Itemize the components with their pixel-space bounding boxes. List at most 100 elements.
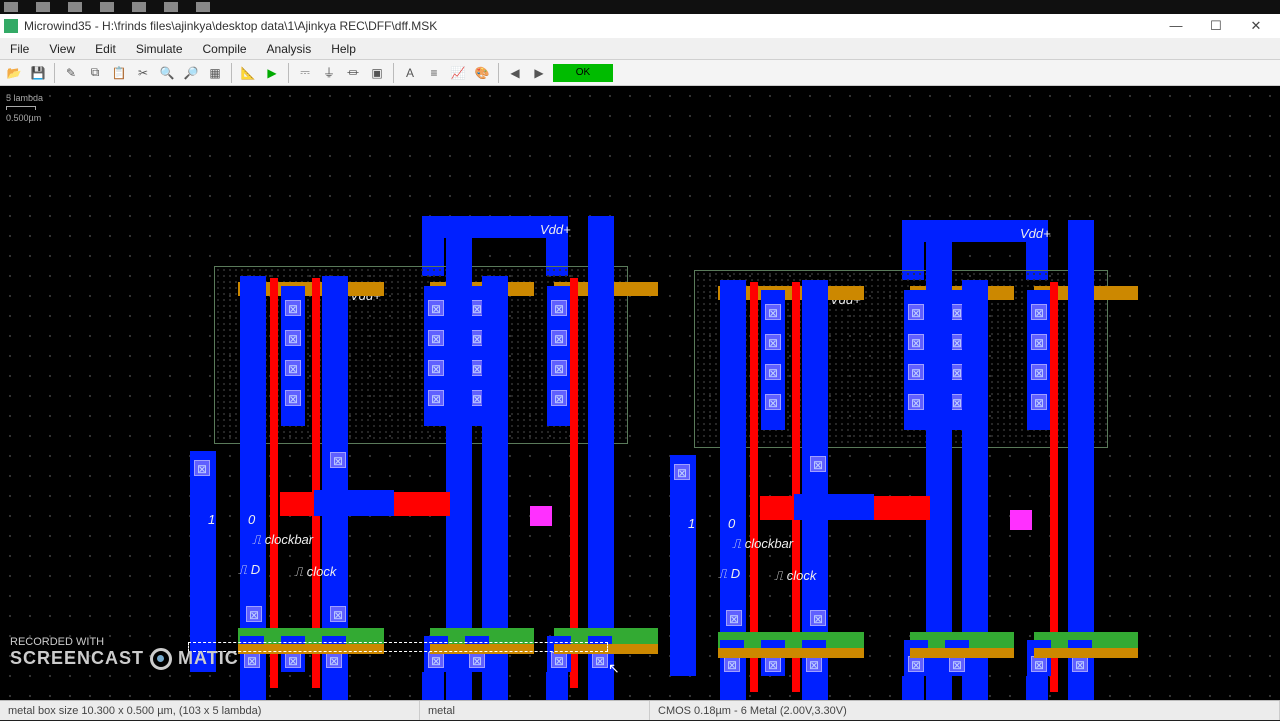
contact	[285, 390, 301, 406]
titlebar: Microwind35 - H:\frinds files\ajinkya\de…	[0, 14, 1280, 38]
contact	[244, 652, 260, 668]
contact	[194, 460, 210, 476]
taskbar-icon[interactable]	[100, 2, 114, 12]
tool-icon[interactable]: ▣	[367, 63, 387, 83]
menu-compile[interactable]: Compile	[193, 38, 257, 59]
contact	[908, 656, 924, 672]
poly	[1050, 282, 1058, 692]
layout-canvas[interactable]: 5 lambda 0.500µm Vdd+Vdd+10⎍ clockbar⎍ D…	[0, 86, 1280, 700]
contact	[1031, 394, 1047, 410]
contact	[285, 300, 301, 316]
selection-box	[188, 642, 608, 652]
tool-icon[interactable]: ⏚	[319, 63, 339, 83]
taskbar-icon[interactable]	[4, 2, 18, 12]
zoom-in-icon[interactable]: 🔍	[157, 63, 177, 83]
contact	[1031, 364, 1047, 380]
contact	[765, 304, 781, 320]
pink-contact	[530, 506, 552, 526]
menu-help[interactable]: Help	[321, 38, 366, 59]
measure-icon[interactable]: 📐	[238, 63, 258, 83]
tool-icon[interactable]: 📈	[448, 63, 468, 83]
poly	[792, 282, 800, 692]
open-icon[interactable]: 📂	[4, 63, 24, 83]
poly	[570, 278, 578, 688]
zoom-out-icon[interactable]: 🔎	[181, 63, 201, 83]
layout-label: ⎍ D	[718, 566, 740, 582]
cursor-icon: ↖	[608, 660, 620, 677]
minimize-button[interactable]: —	[1156, 15, 1196, 37]
poly	[750, 282, 758, 692]
contact	[551, 330, 567, 346]
contact	[726, 610, 742, 626]
poly	[270, 278, 278, 688]
metal	[1068, 220, 1094, 700]
taskbar-icon[interactable]	[164, 2, 178, 12]
tool-icon[interactable]: ⏛	[343, 63, 363, 83]
statusbar: metal box size 10.300 x 0.500 µm, (103 x…	[0, 700, 1280, 720]
menubar: File View Edit Simulate Compile Analysis…	[0, 38, 1280, 60]
contact	[908, 394, 924, 410]
menu-file[interactable]: File	[0, 38, 39, 59]
maximize-button[interactable]: ☐	[1196, 15, 1236, 37]
contact	[551, 360, 567, 376]
run-icon[interactable]: ▶	[262, 63, 282, 83]
nav-right-icon[interactable]: ▶	[529, 63, 549, 83]
contact	[765, 364, 781, 380]
text-icon[interactable]: A	[400, 63, 420, 83]
contact	[765, 656, 781, 672]
app-icon	[4, 19, 18, 33]
contact	[810, 610, 826, 626]
taskbar-icon[interactable]	[36, 2, 50, 12]
contact	[908, 364, 924, 380]
metal	[190, 451, 216, 651]
menu-view[interactable]: View	[39, 38, 85, 59]
palette-icon[interactable]: 🎨	[472, 63, 492, 83]
menu-simulate[interactable]: Simulate	[126, 38, 193, 59]
close-button[interactable]: ✕	[1236, 15, 1276, 37]
metal	[670, 455, 696, 655]
layout-label: ⎍ D	[238, 562, 260, 578]
save-icon[interactable]: 💾	[28, 63, 48, 83]
taskbar-icon[interactable]	[196, 2, 210, 12]
contact	[428, 390, 444, 406]
contact	[1072, 656, 1088, 672]
layout-label: ⎍ clockbar	[252, 532, 313, 548]
contact	[551, 390, 567, 406]
menu-analysis[interactable]: Analysis	[257, 38, 322, 59]
contact	[428, 330, 444, 346]
copy-icon[interactable]: ⧉	[85, 63, 105, 83]
nav-left-icon[interactable]: ◀	[505, 63, 525, 83]
layout-label: ⎍ clock	[774, 568, 816, 584]
menu-edit[interactable]: Edit	[85, 38, 126, 59]
tool-icon[interactable]: ≡	[424, 63, 444, 83]
layout-label: Vdd+	[1020, 226, 1051, 241]
tool-icon[interactable]: ⎓	[295, 63, 315, 83]
status-right: CMOS 0.18µm - 6 Metal (2.00V,3.30V)	[650, 701, 1280, 720]
contact	[949, 656, 965, 672]
contact	[326, 652, 342, 668]
contact	[765, 394, 781, 410]
contact	[810, 456, 826, 472]
taskbar-icon[interactable]	[132, 2, 146, 12]
contact	[428, 652, 444, 668]
layout-label: Vdd+	[540, 222, 571, 237]
contact	[724, 656, 740, 672]
contact	[330, 452, 346, 468]
contact	[908, 304, 924, 320]
layout-label: 0	[728, 516, 735, 531]
contact	[765, 334, 781, 350]
pencil-icon[interactable]: ✎	[61, 63, 81, 83]
contact	[1031, 656, 1047, 672]
paste-icon[interactable]: 📋	[109, 63, 129, 83]
scale-indicator: 5 lambda 0.500µm	[6, 92, 43, 124]
taskbar-icon[interactable]	[68, 2, 82, 12]
contact	[908, 334, 924, 350]
contact	[285, 330, 301, 346]
cut-icon[interactable]: ✂	[133, 63, 153, 83]
contact	[806, 656, 822, 672]
os-taskbar	[0, 0, 1280, 14]
ok-button[interactable]: OK	[553, 64, 613, 82]
grid-icon[interactable]: ▦	[205, 63, 225, 83]
contact	[469, 652, 485, 668]
contact	[285, 360, 301, 376]
